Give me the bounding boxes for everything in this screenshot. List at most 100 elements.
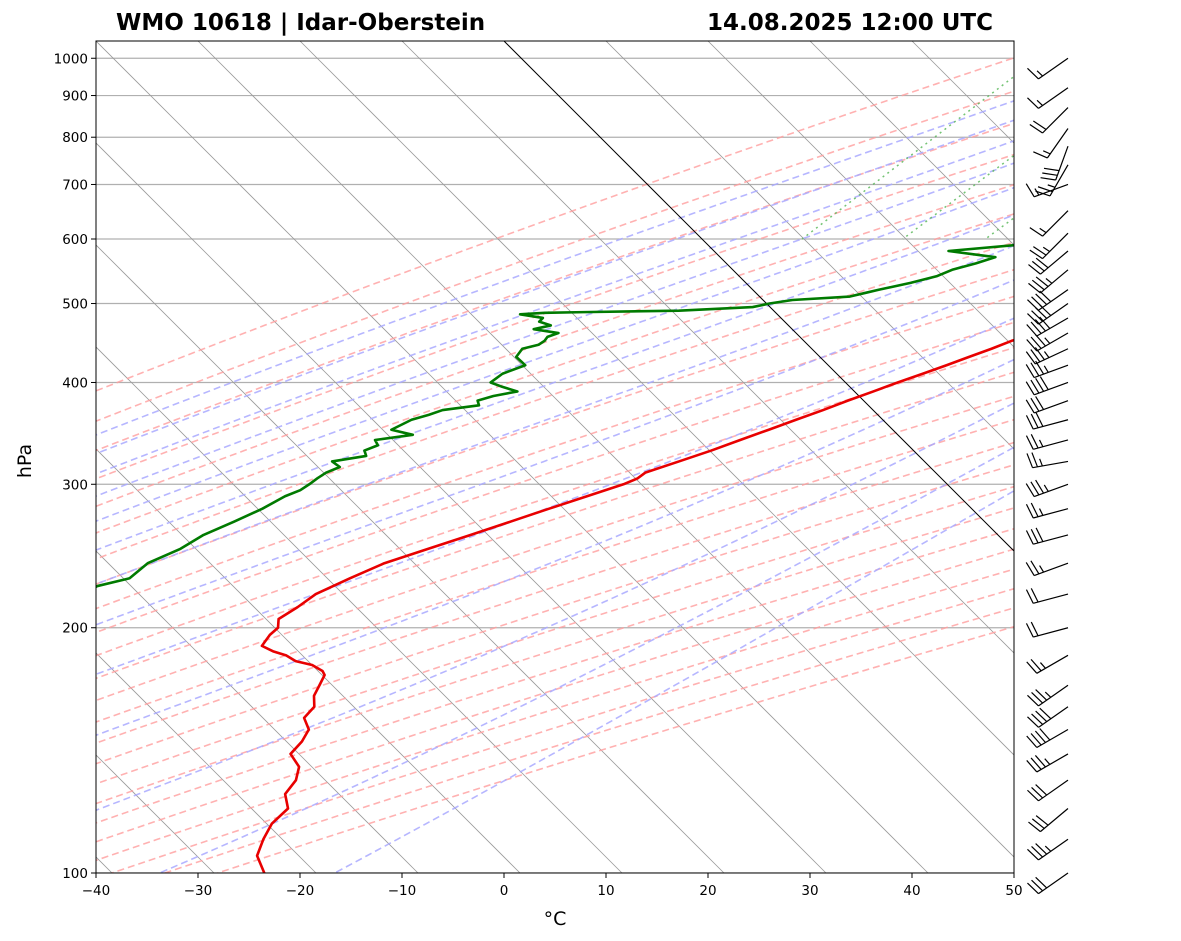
wind-barb <box>1026 452 1069 469</box>
wind-barb-full <box>1030 658 1042 672</box>
wind-barb-staff <box>1033 508 1069 519</box>
wind-barb-half <box>1034 188 1040 196</box>
wind-barb-full <box>1029 227 1043 237</box>
wind-barb-staff <box>1038 706 1069 728</box>
wind-barb-full <box>1034 730 1046 743</box>
dry-adiabat <box>96 346 1014 657</box>
temperature-profile-line <box>255 338 1014 873</box>
wind-barb-full <box>1035 843 1048 855</box>
wind-barb <box>1025 479 1069 498</box>
wind-barb-half <box>1036 70 1044 77</box>
wind-barb-full <box>1031 879 1044 892</box>
x-tick-label: 30 <box>801 883 818 899</box>
wind-barb-full <box>1033 246 1047 256</box>
wind-barb-staff <box>1032 460 1069 469</box>
wind-barb-full <box>1035 276 1049 287</box>
wind-barb-staff <box>1033 439 1069 450</box>
wind-barb-half <box>1045 278 1053 284</box>
y-tick-label: 1000 <box>54 51 88 67</box>
wind-barb <box>1025 527 1069 545</box>
wind-barb <box>1025 347 1069 365</box>
wind-barb-full <box>1025 562 1035 576</box>
wind-barb-full <box>1035 293 1048 305</box>
plot-area <box>96 41 1181 873</box>
wind-barb-full <box>1030 560 1040 575</box>
isobar-gridlines <box>96 57 1014 873</box>
y-tick-label: 200 <box>62 621 88 637</box>
isotherm-line <box>96 41 929 873</box>
wind-barb <box>1027 838 1069 861</box>
wind-barb <box>1025 360 1069 379</box>
wind-barb-staff <box>1033 627 1069 638</box>
sounding-profiles <box>96 243 1014 873</box>
wind-barb-staff <box>1038 289 1069 311</box>
wind-barb-staff <box>1038 57 1069 80</box>
wind-barb <box>1029 107 1069 134</box>
wind-barb-full <box>1030 379 1040 394</box>
dry-adiabat <box>96 213 1014 534</box>
mixing-ratio-line <box>1169 41 1181 239</box>
wind-barb-staff <box>1055 145 1069 181</box>
wind-barb-full <box>1030 321 1042 334</box>
wind-barb-half <box>1038 508 1044 516</box>
wind-barb-full <box>1035 360 1045 375</box>
wind-barb-full <box>1039 304 1052 317</box>
wind-barb-half <box>1042 150 1051 155</box>
x-tick-label: 20 <box>699 883 716 899</box>
y-tick-label: 700 <box>62 177 88 193</box>
isotherm-line <box>605 41 1014 450</box>
wind-barb-staff <box>1040 250 1069 275</box>
dry-adiabat <box>96 268 1014 585</box>
wind-barb <box>1027 303 1069 325</box>
wind-barb <box>1026 753 1069 773</box>
wind-barb-full <box>1042 172 1058 176</box>
wind-barb-full <box>1040 177 1056 181</box>
wind-barb-staff <box>1033 381 1069 396</box>
x-tick-label: 0 <box>500 883 509 899</box>
wind-barb-full <box>1027 97 1039 109</box>
isotherm-line <box>96 142 827 873</box>
dry-adiabats <box>96 56 1014 873</box>
moist-adiabat <box>96 100 1014 436</box>
wind-barb-full <box>1039 728 1051 741</box>
wind-barb-full <box>1043 167 1060 172</box>
wind-barb <box>1026 332 1069 352</box>
mixing-ratio-line <box>1104 41 1181 239</box>
dry-adiabat <box>96 485 1014 785</box>
wind-barb-full <box>1031 818 1045 829</box>
moist-adiabat <box>96 139 1014 475</box>
x-tick-label: −40 <box>82 883 111 899</box>
isotherm-line <box>96 652 317 873</box>
moist-adiabats <box>96 100 1014 873</box>
x-tick-label: −10 <box>388 883 417 899</box>
zero-isotherm <box>503 41 1014 552</box>
wind-barb-full <box>1030 528 1039 544</box>
wind-barb-half <box>1044 337 1051 344</box>
wind-barb-full <box>1031 846 1044 858</box>
isotherm-line <box>96 346 623 873</box>
wind-barb <box>1027 706 1069 728</box>
isotherm-line <box>809 41 1014 246</box>
mixing-ratio-line <box>984 216 1014 240</box>
isotherm-line <box>911 41 1014 144</box>
wind-barb <box>1029 232 1069 260</box>
wind-barb-staff <box>1038 684 1069 707</box>
dry-adiabat <box>96 395 1014 702</box>
dewpoint-profile-line <box>96 243 1014 589</box>
dry-adiabat <box>96 568 1014 862</box>
wind-barb-full <box>1035 710 1048 723</box>
x-tick-label: −20 <box>286 883 315 899</box>
moist-adiabat <box>96 214 1014 551</box>
wind-barb-staff <box>1042 210 1069 237</box>
wind-barb-full <box>1025 364 1035 378</box>
dry-adiabat <box>96 441 1014 744</box>
wind-barb-full <box>1033 151 1048 159</box>
wind-barb-full <box>1025 415 1034 430</box>
wind-barb-staff <box>1035 348 1069 365</box>
wind-barb-staff <box>1038 779 1069 802</box>
wind-barb-staff <box>1033 364 1069 379</box>
wind-barb-half <box>1039 458 1043 467</box>
wind-barb-full <box>1034 755 1046 768</box>
dry-adiabat <box>96 464 1014 765</box>
dry-adiabat <box>96 321 1014 634</box>
